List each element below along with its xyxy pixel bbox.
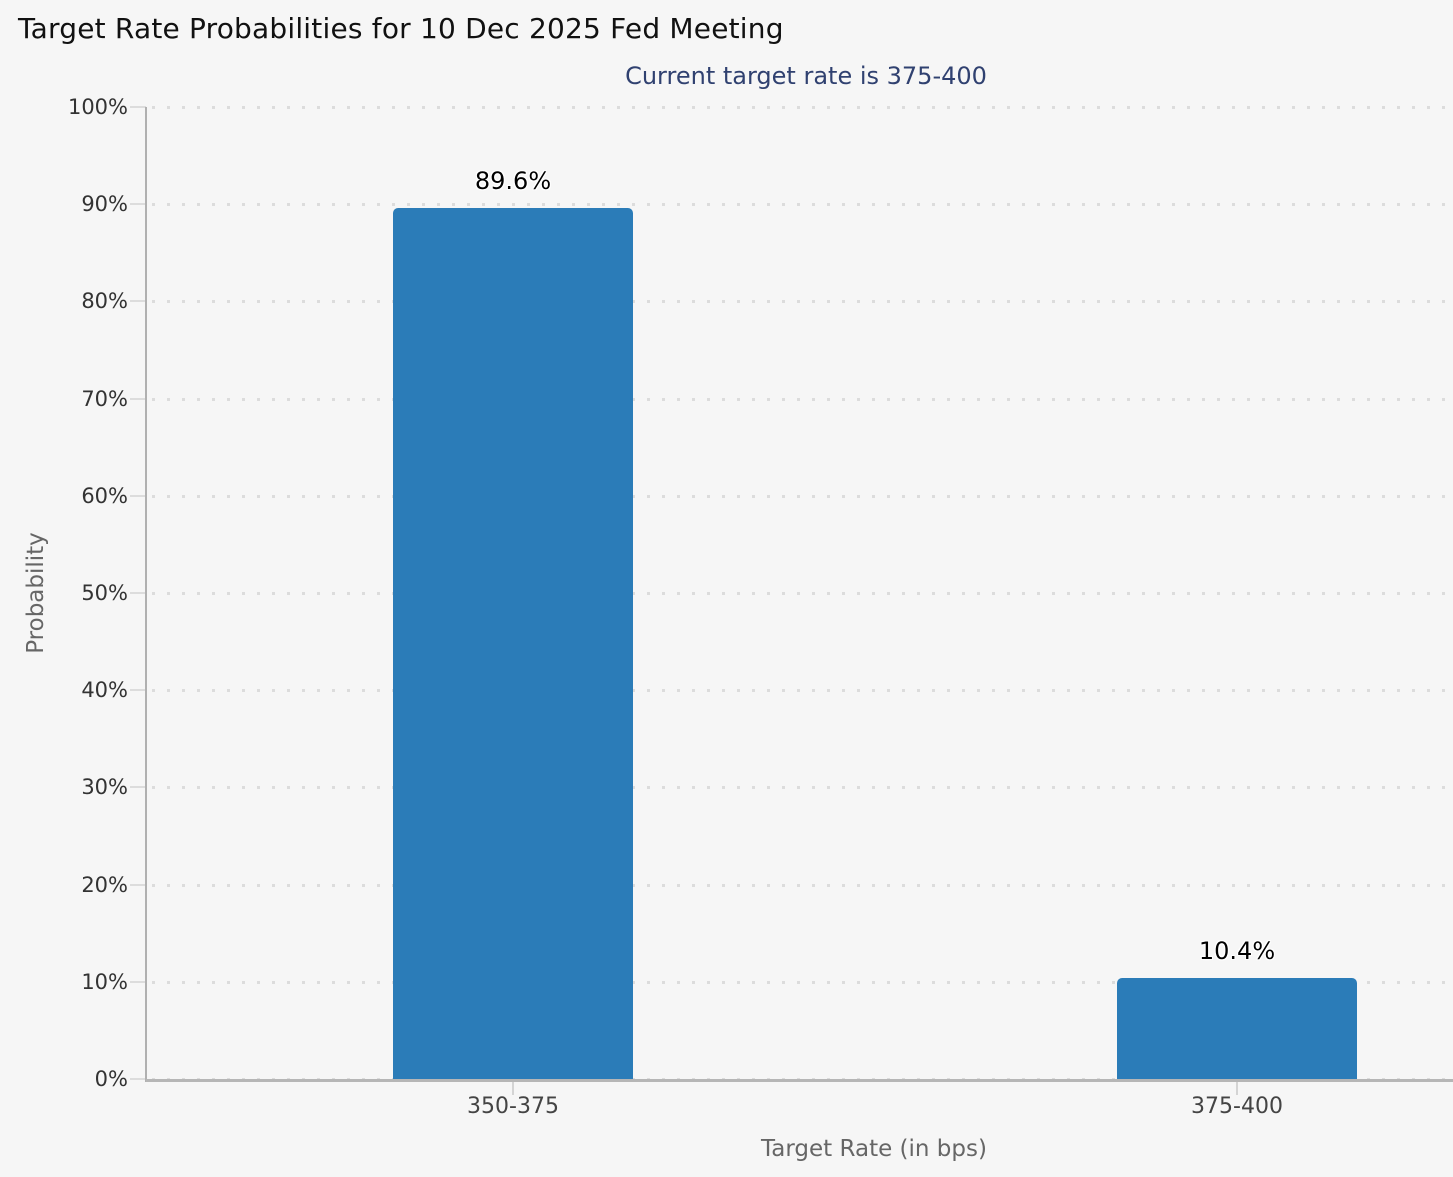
y-tick-0 xyxy=(130,1078,146,1080)
y-axis-label-0: 0% xyxy=(94,1067,128,1091)
y-axis-label-90: 90% xyxy=(81,192,128,217)
gridline-30 xyxy=(152,786,1453,790)
gridline-10 xyxy=(152,980,1453,984)
y-tick-30 xyxy=(130,786,146,789)
gridline-90 xyxy=(152,203,1453,207)
y-axis-label-20: 20% xyxy=(81,872,128,897)
y-tick-90 xyxy=(130,203,146,206)
y-axis-label-60: 60% xyxy=(81,483,128,508)
gridline-80 xyxy=(152,300,1453,304)
y-tick-70 xyxy=(130,397,146,400)
y-tick-10 xyxy=(130,980,146,983)
y-tick-20 xyxy=(130,883,146,886)
y-tick-100 xyxy=(130,106,146,108)
x-axis-label-350-375: 350-375 xyxy=(467,1094,559,1119)
y-axis-label-40: 40% xyxy=(81,678,128,703)
bar-350-375[interactable] xyxy=(393,208,633,1079)
gridline-60 xyxy=(152,494,1453,498)
y-axis-label-80: 80% xyxy=(81,289,128,314)
x-tick-375-400 xyxy=(1236,1082,1238,1095)
bar-value-label-375-400: 10.4% xyxy=(1198,936,1276,965)
y-axis-label-10: 10% xyxy=(81,969,128,994)
gridline-20 xyxy=(152,883,1453,887)
y-tick-80 xyxy=(130,300,146,303)
chart-subtitle: Current target rate is 375-400 xyxy=(625,62,987,90)
gridline-100 xyxy=(152,106,1453,109)
y-tick-40 xyxy=(130,689,146,692)
y-axis-line xyxy=(145,107,147,1082)
x-axis-line xyxy=(146,1079,1453,1082)
gridline-70 xyxy=(152,397,1453,401)
chart-title: Target Rate Probabilities for 10 Dec 202… xyxy=(18,12,784,45)
y-axis-label-50: 50% xyxy=(81,581,128,605)
bar-375-400[interactable] xyxy=(1117,977,1357,1079)
y-axis-label-70: 70% xyxy=(81,386,128,411)
y-axis-label-30: 30% xyxy=(81,775,128,800)
y-tick-60 xyxy=(130,494,146,497)
gridline-50 xyxy=(152,592,1453,595)
x-tick-350-375 xyxy=(512,1082,514,1095)
y-axis-label-100: 100% xyxy=(67,95,128,119)
gridline-40 xyxy=(152,689,1453,693)
x-axis-label-375-400: 375-400 xyxy=(1191,1094,1283,1119)
x-axis-title: Target Rate (in bps) xyxy=(761,1136,987,1162)
bar-value-label-350-375: 89.6% xyxy=(474,167,552,196)
y-tick-50 xyxy=(130,592,146,594)
